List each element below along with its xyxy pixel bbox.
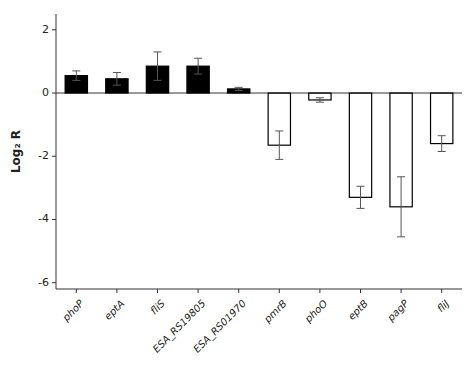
y-tick [52,93,56,94]
x-tick-label: phoP [60,297,87,324]
error-bar [275,131,283,159]
x-tick [441,289,442,293]
error-bar [113,72,121,85]
x-tick-label: eptA [102,298,126,322]
y-tick [52,156,56,157]
x-tick-label: fliJ [435,298,451,314]
error-bar [316,98,324,102]
x-tick [319,289,320,293]
x-tick-label: ESA_RS01970 [191,298,249,356]
error-bar [397,177,405,237]
y-axis-label: Log₂ R [9,130,23,173]
error-bar [72,71,80,80]
chart: -6-4-202phoPeptAfliSESA_RS19805ESA_RS019… [0,0,474,373]
x-tick-label: phoO [302,298,329,325]
y-axis-line [56,14,57,289]
y-tick-label: -2 [38,149,49,162]
y-tick-label: 0 [42,86,49,99]
x-tick-label: fliS [148,297,167,316]
x-tick-label: pagP [385,297,412,324]
error-bar [154,52,162,80]
y-tick-label: 2 [42,23,49,36]
x-tick-label: pmrB [261,298,289,326]
x-tick [401,289,402,293]
x-tick [198,289,199,293]
x-tick [76,289,77,293]
bar [349,93,371,197]
x-tick-label: eptB [346,298,370,322]
error-bar [235,87,243,90]
y-tick-label: -4 [38,212,49,225]
x-tick [238,289,239,293]
y-tick [52,282,56,283]
plot-area [56,52,462,237]
error-bar [357,186,365,208]
x-tick [116,289,117,293]
baseline [56,93,462,94]
y-tick [52,29,56,30]
x-tick [157,289,158,293]
y-tick-label: -6 [38,276,49,289]
y-tick [52,219,56,220]
x-tick [279,289,280,293]
x-tick [360,289,361,293]
error-bar [438,136,446,152]
error-bar [194,58,202,74]
